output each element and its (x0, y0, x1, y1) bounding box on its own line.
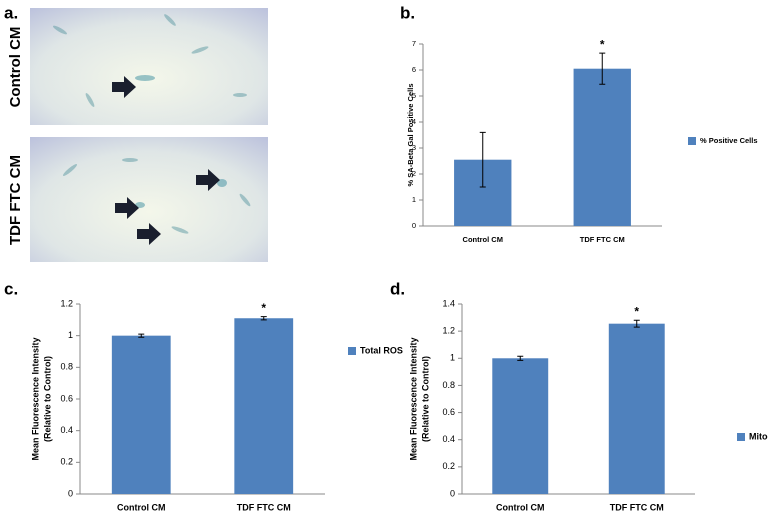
significance: * (634, 304, 639, 318)
y-axis-label: (Relative to Control) (42, 356, 52, 442)
bar (492, 358, 549, 494)
error-bar (599, 52, 606, 85)
y-axis-label: Mean Fluorescence Intensity (408, 337, 418, 460)
x-tick-label: TDF FTC CM (610, 502, 664, 512)
x-tick-label: Control CM (496, 502, 545, 512)
y-tick-label: 0.6 (442, 407, 455, 417)
y-tick-label: 1.4 (442, 298, 455, 308)
legend-label: % Positive Cells (700, 136, 758, 145)
legend-swatch (688, 137, 696, 145)
y-tick-label: 3 (412, 143, 416, 152)
significance: * (600, 37, 605, 51)
y-tick-label: 0.4 (60, 425, 73, 435)
y-tick-label: 0.6 (60, 393, 73, 403)
x-tick-label: TDF FTC CM (237, 502, 291, 512)
bar (608, 323, 665, 494)
arrows (112, 76, 220, 245)
bar (111, 335, 171, 494)
legend-label: Total ROS (360, 345, 403, 355)
y-tick-label: 1 (412, 195, 416, 204)
y-tick-label: 0.8 (60, 362, 73, 372)
y-tick-label: 0 (412, 221, 416, 230)
x-tick-label: Control CM (117, 502, 166, 512)
y-tick-label: 0.4 (442, 434, 455, 444)
y-tick-label: 0.2 (60, 457, 73, 467)
y-tick-label: 1.2 (442, 326, 455, 336)
image-label: Control CM (7, 27, 24, 108)
legend-swatch (737, 433, 745, 441)
y-tick-label: 5 (412, 91, 416, 100)
y-tick-label: 2 (412, 169, 416, 178)
image-label: TDF FTC CM (7, 155, 24, 245)
panel-label: b. (400, 3, 415, 22)
y-tick-label: 1.2 (60, 298, 73, 308)
error-bar (260, 316, 267, 321)
error-bar (138, 333, 145, 338)
y-axis-label: (Relative to Control) (420, 356, 430, 442)
error-bar (517, 355, 524, 361)
panel-label: d. (390, 279, 405, 298)
panel-label: a. (4, 3, 18, 22)
y-tick-label: 7 (412, 39, 416, 48)
y-tick-label: 6 (412, 65, 416, 74)
y-axis-label: % SA-Beta Gal Positive Cells (406, 84, 415, 187)
y-tick-label: 0.2 (442, 461, 455, 471)
y-tick-label: 4 (412, 117, 416, 126)
legend-label: Mitochondrial ROS (749, 431, 768, 441)
cells (53, 14, 251, 234)
y-tick-label: 1 (450, 353, 455, 363)
y-tick-label: 1 (68, 330, 73, 340)
y-tick-label: 0 (68, 488, 73, 498)
bar (234, 318, 294, 494)
panel-label: c. (4, 279, 18, 298)
bar (573, 68, 631, 226)
significance: * (261, 301, 266, 315)
legend-swatch (348, 347, 356, 355)
x-tick-label: Control CM (463, 235, 503, 244)
y-tick-label: 0 (450, 488, 455, 498)
error-bar (633, 319, 640, 328)
x-tick-label: TDF FTC CM (580, 235, 625, 244)
micrograph (30, 8, 268, 125)
y-tick-label: 0.8 (442, 380, 455, 390)
error-bar (479, 131, 486, 188)
y-axis-label: Mean Fluorescence Intensity (30, 337, 40, 460)
